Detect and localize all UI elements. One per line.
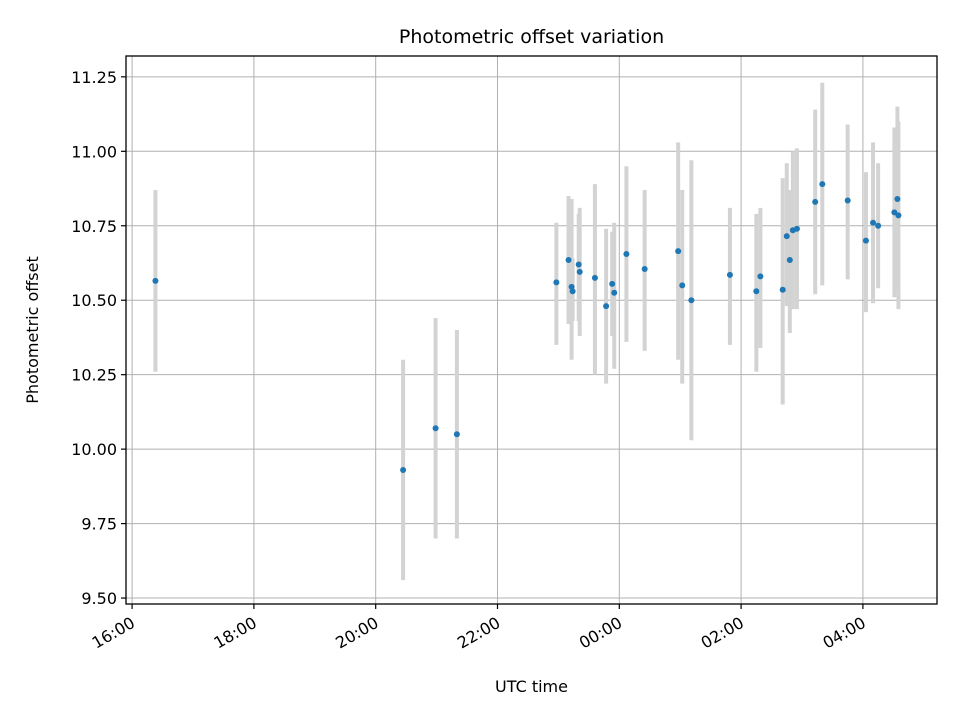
- data-point: [875, 223, 881, 229]
- data-point: [845, 197, 851, 203]
- y-tick-label: 10.75: [71, 217, 117, 236]
- data-point: [576, 261, 582, 267]
- data-point: [812, 199, 818, 205]
- data-point: [566, 257, 572, 263]
- data-point: [152, 278, 158, 284]
- data-point: [894, 196, 900, 202]
- y-tick-label: 10.00: [71, 440, 117, 459]
- y-axis-label: Photometric offset: [23, 256, 42, 404]
- data-point: [454, 431, 460, 437]
- y-tick-label: 9.75: [81, 515, 117, 534]
- data-point: [603, 303, 609, 309]
- data-point: [780, 287, 786, 293]
- data-point: [400, 467, 406, 473]
- data-point: [870, 220, 876, 226]
- y-tick-label: 11.25: [71, 68, 117, 87]
- y-tick-label: 10.25: [71, 366, 117, 385]
- data-point: [553, 279, 559, 285]
- data-point: [784, 233, 790, 239]
- y-tick-label: 9.50: [81, 589, 117, 608]
- data-point: [592, 275, 598, 281]
- data-point: [787, 257, 793, 263]
- x-axis-label: UTC time: [495, 677, 568, 696]
- data-point: [433, 425, 439, 431]
- data-point: [757, 273, 763, 279]
- data-point: [675, 248, 681, 254]
- data-point: [611, 290, 617, 296]
- y-tick-label: 11.00: [71, 142, 117, 161]
- data-point: [623, 251, 629, 257]
- data-point: [679, 282, 685, 288]
- y-tick-label: 10.50: [71, 291, 117, 310]
- data-point: [688, 297, 694, 303]
- data-point: [895, 212, 901, 218]
- data-point: [642, 266, 648, 272]
- data-point: [794, 226, 800, 232]
- data-point: [577, 269, 583, 275]
- data-point: [727, 272, 733, 278]
- data-point: [570, 288, 576, 294]
- data-point: [863, 238, 869, 244]
- data-point: [819, 181, 825, 187]
- data-point: [609, 281, 615, 287]
- data-point: [753, 288, 759, 294]
- chart-title: Photometric offset variation: [399, 26, 664, 48]
